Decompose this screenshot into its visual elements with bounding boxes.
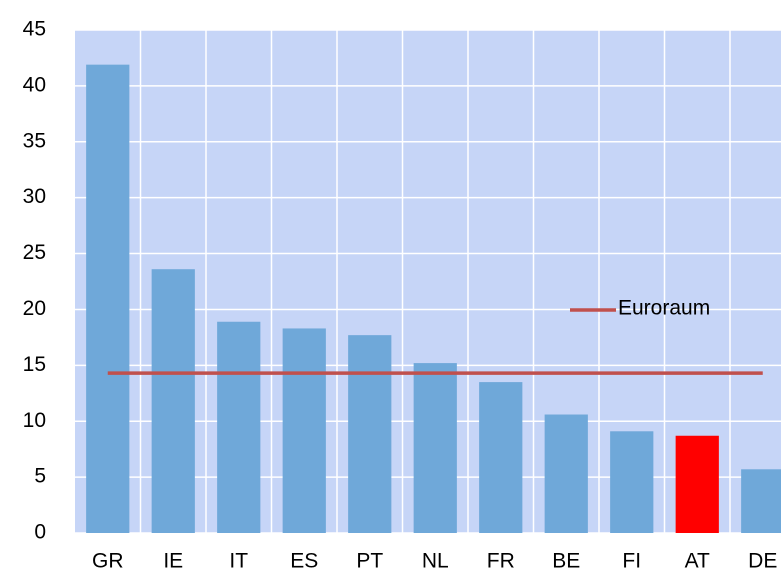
y-tick-label: 40 (23, 73, 46, 96)
x-tick-label: DE (748, 550, 777, 573)
bar (282, 328, 326, 533)
y-tick-label: 25 (23, 241, 46, 264)
bar (544, 414, 588, 533)
bar (610, 431, 654, 533)
bar (348, 335, 392, 533)
bar (217, 321, 261, 533)
x-tick-label: IT (229, 550, 248, 573)
bar (479, 382, 523, 533)
bar (413, 363, 457, 533)
x-tick-label: GR (92, 550, 124, 573)
x-tick-label: BE (552, 550, 580, 573)
y-tick-label: 0 (34, 521, 46, 544)
y-tick-label: 35 (23, 129, 46, 152)
x-tick-label: IE (163, 550, 183, 573)
bar (741, 469, 781, 533)
x-tick-label: AT (685, 550, 710, 573)
x-tick-label: FR (487, 550, 515, 573)
y-tick-label: 45 (23, 18, 46, 41)
y-tick-label: 30 (23, 185, 46, 208)
bar (675, 435, 719, 533)
x-tick-label: NL (422, 550, 449, 573)
x-tick-label: PT (356, 550, 383, 573)
legend-label: Euroraum (618, 297, 710, 320)
x-tick-label: ES (290, 550, 318, 573)
bar (86, 64, 130, 533)
y-tick-label: 10 (23, 409, 46, 432)
x-tick-label: FI (622, 550, 641, 573)
y-tick-label: 5 (34, 465, 46, 488)
bar (151, 269, 195, 533)
y-tick-label: 20 (23, 297, 46, 320)
y-tick-label: 15 (23, 353, 46, 376)
